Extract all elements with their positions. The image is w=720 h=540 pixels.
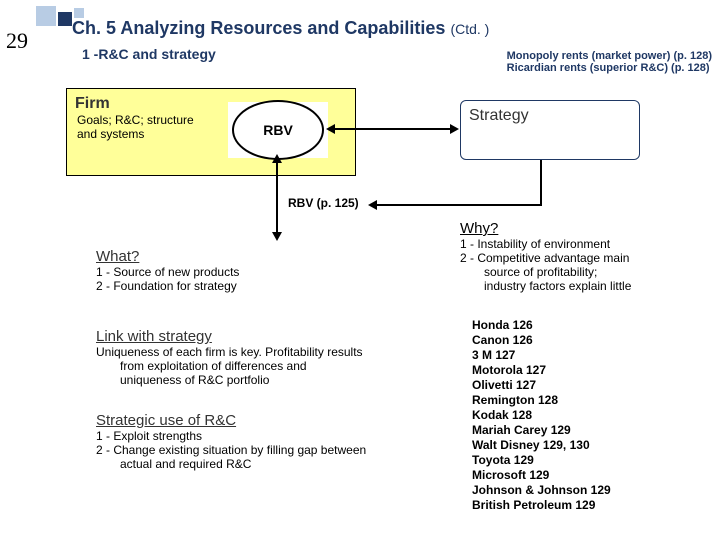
- example-line: Canon 126: [472, 333, 611, 348]
- why-title: Why?: [460, 220, 708, 237]
- example-line: Olivetti 127: [472, 378, 611, 393]
- strategy-box: Strategy: [460, 100, 640, 160]
- arrow-head-left-icon: [368, 200, 377, 210]
- example-line: 3 M 127: [472, 348, 611, 363]
- rbv-oval-label: RBV: [263, 122, 293, 138]
- what-block: What? 1 - Source of new products 2 - Fou…: [96, 248, 346, 293]
- arrow-line: [276, 160, 278, 232]
- arrow-head-down-icon: [272, 232, 282, 241]
- link-line: from exploitation of differences and: [96, 359, 426, 373]
- example-line: Johnson & Johnson 129: [472, 483, 611, 498]
- what-line: 1 - Source of new products: [96, 265, 346, 279]
- stratuse-line: 1 - Exploit strengths: [96, 429, 426, 443]
- page-title: Ch. 5 Analyzing Resources and Capabiliti…: [72, 18, 489, 39]
- example-line: Kodak 128: [472, 408, 611, 423]
- why-line: 1 - Instability of environment: [460, 237, 708, 251]
- why-line: source of profitability;: [460, 265, 708, 279]
- example-line: Toyota 129: [472, 453, 611, 468]
- rents-line: Ricardian rents (superior R&C) (p. 128): [507, 62, 712, 74]
- square-icon: [58, 12, 72, 26]
- stratuse-title: Strategic use of R&C: [96, 412, 426, 429]
- link-line: uniqueness of R&C portfolio: [96, 373, 426, 387]
- link-line: Uniqueness of each firm is key. Profitab…: [96, 345, 426, 359]
- link-title: Link with strategy: [96, 328, 426, 345]
- example-line: Motorola 127: [472, 363, 611, 378]
- strategy-label: Strategy: [469, 107, 529, 124]
- arrow-head-left-icon: [326, 124, 335, 134]
- rents-line: Monopoly rents (market power) (p. 128): [507, 50, 712, 62]
- strategic-use-block: Strategic use of R&C 1 - Exploit strengt…: [96, 412, 426, 471]
- title-main: Ch. 5 Analyzing Resources and Capabiliti…: [72, 18, 445, 38]
- example-line: Mariah Carey 129: [472, 423, 611, 438]
- example-line: British Petroleum 129: [472, 498, 611, 513]
- what-line: 2 - Foundation for strategy: [96, 279, 346, 293]
- why-block: Why? 1 - Instability of environment 2 - …: [460, 220, 708, 293]
- stratuse-line: 2 - Change existing situation by filling…: [96, 443, 426, 457]
- what-title: What?: [96, 248, 346, 265]
- example-line: Walt Disney 129, 130: [472, 438, 611, 453]
- rbv-page-label: RBV (p. 125): [288, 196, 359, 210]
- why-line: 2 - Competitive advantage main: [460, 251, 708, 265]
- section-subtitle: 1 -R&C and strategy: [82, 46, 216, 62]
- title-ctd: (Ctd. ): [450, 21, 489, 37]
- arrow-line: [376, 204, 542, 206]
- example-line: Honda 126: [472, 318, 611, 333]
- example-line: Remington 128: [472, 393, 611, 408]
- arrow-head-right-icon: [450, 124, 459, 134]
- square-icon: [74, 8, 84, 18]
- arrow-line: [540, 160, 542, 204]
- stratuse-line: actual and required R&C: [96, 457, 426, 471]
- rents-note: Monopoly rents (market power) (p. 128) R…: [507, 50, 712, 74]
- square-icon: [36, 6, 56, 26]
- arrow-line: [334, 128, 450, 130]
- examples-list: Honda 126Canon 1263 M 127Motorola 127Oli…: [472, 318, 611, 513]
- example-line: Microsoft 129: [472, 468, 611, 483]
- arrow-head-up-icon: [272, 154, 282, 163]
- page-number: 29: [6, 28, 28, 54]
- link-block: Link with strategy Uniqueness of each fi…: [96, 328, 426, 387]
- rbv-oval: RBV: [232, 100, 324, 160]
- why-line: industry factors explain little: [460, 279, 708, 293]
